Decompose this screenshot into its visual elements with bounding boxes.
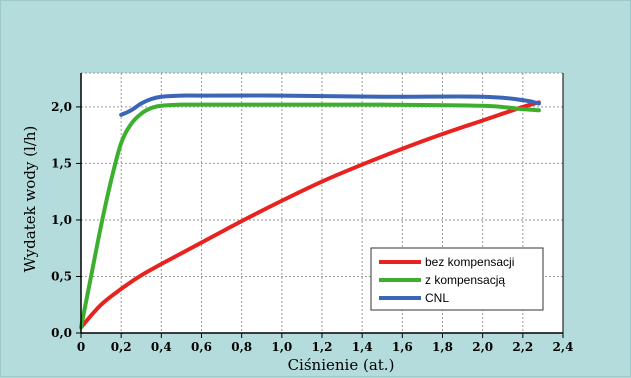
x-tick-label: 2,0: [472, 340, 493, 354]
x-tick-label: 1,8: [432, 340, 453, 354]
x-tick-label: 1,6: [392, 340, 413, 354]
x-tick-label: 0: [77, 340, 85, 354]
x-tick-label: 1,0: [271, 340, 292, 354]
x-tick-label: 0,8: [231, 340, 252, 354]
y-tick-label: 0,0: [51, 326, 72, 340]
x-tick-label: 1,4: [352, 340, 373, 354]
x-tick-label: 1,2: [312, 340, 333, 354]
y-tick-label: 1,0: [51, 213, 72, 227]
series-line-1: [79, 100, 541, 330]
legend-label-1: bez kompensacji: [425, 255, 514, 269]
x-axis-title: Ciśnienie (at.): [288, 356, 395, 374]
legend-label-3: CNL: [425, 291, 449, 305]
x-tick-label: 0,2: [111, 340, 132, 354]
y-tick-label: 2,0: [51, 100, 72, 114]
legend-label-2: z kompensacją: [425, 273, 505, 287]
series-line-2: [79, 102, 541, 330]
x-tick-label: 2,4: [553, 340, 574, 354]
y-tick-label: 0,5: [51, 269, 72, 283]
x-tick-label: 0,6: [191, 340, 212, 354]
x-tick-label: 0,4: [151, 340, 172, 354]
y-axis-title: Wydatek wody (l/h): [21, 126, 39, 273]
series-line-3: [119, 93, 541, 117]
x-tick-label: 2,2: [512, 340, 533, 354]
y-tick-label: 1,5: [51, 156, 72, 170]
